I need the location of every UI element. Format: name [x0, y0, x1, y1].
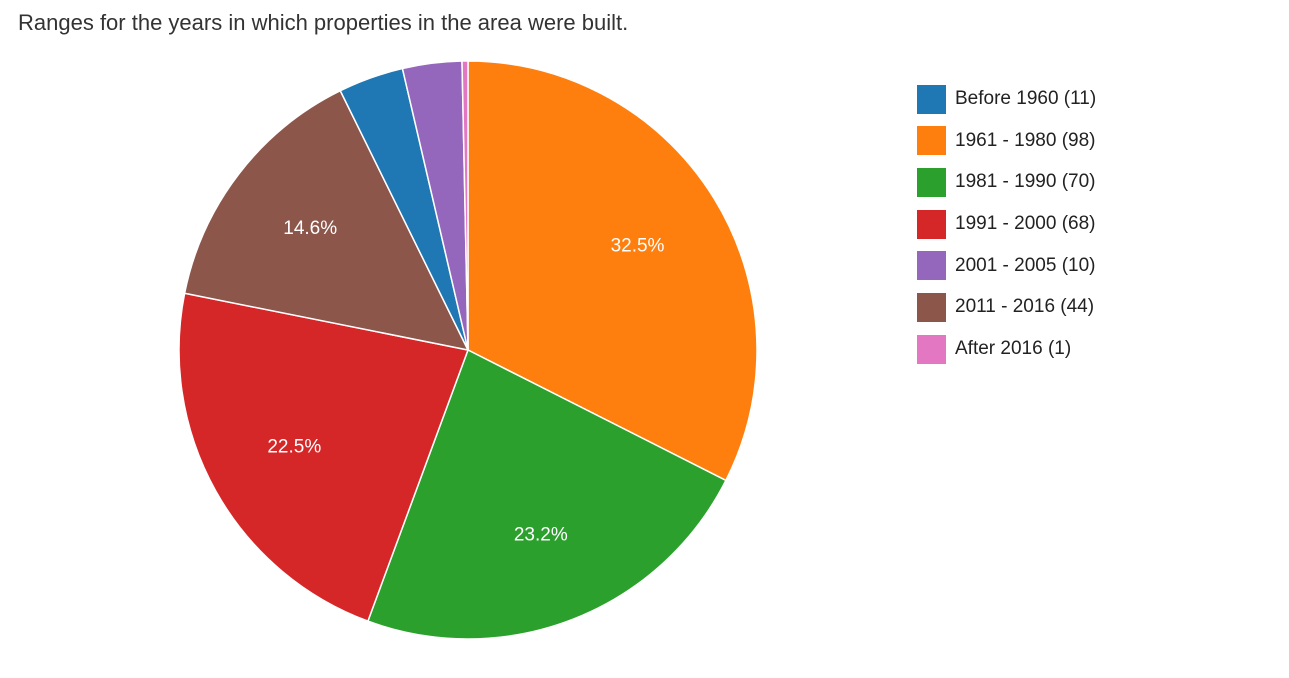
pie-slice-label-1991-2000: 22.5%	[267, 437, 321, 458]
legend-swatch	[917, 209, 946, 239]
legend-item-after-2016: After 2016 (1)	[917, 334, 1096, 364]
pie-slice-labels: 32.5% 23.2% 22.5% 14.6%	[267, 218, 664, 546]
pie-slice-1981-1990	[367, 349, 727, 640]
pie-slice-label-1981-1990: 23.2%	[514, 525, 568, 546]
legend-label: 2011 - 2016 (44)	[955, 296, 1095, 318]
legend-label: After 2016 (1)	[955, 338, 1072, 360]
pie-slice-label-2011-2016: 14.6%	[283, 218, 337, 239]
legend-label: 1991 - 2000 (68)	[955, 213, 1096, 235]
pie-slice-after-2016	[461, 60, 469, 351]
legend-swatch	[917, 251, 946, 281]
legend-swatch	[917, 126, 946, 156]
legend: Before 1960 (11) 1961 - 1980 (98) 1981 - 1…	[917, 84, 1096, 376]
legend-item-2011-2016: 2011 - 2016 (44)	[917, 292, 1096, 322]
pie-slices	[178, 60, 758, 640]
legend-item-1961-1980: 1961 - 1980 (98)	[917, 126, 1096, 156]
pie-slice-2011-2016	[183, 90, 469, 351]
legend-label: Before 1960 (11)	[955, 88, 1097, 109]
legend-label: 1981 - 1990 (70)	[955, 171, 1096, 193]
legend-swatch	[917, 292, 946, 322]
legend-swatch	[917, 167, 946, 197]
legend-label: 1961 - 1980 (98)	[955, 129, 1096, 151]
legend-swatch	[917, 334, 946, 364]
legend-label: 2001 - 2005 (10)	[955, 254, 1096, 276]
pie-slice-label-1961-1980: 32.5%	[611, 235, 665, 256]
legend-item-2001-2005: 2001 - 2005 (10)	[917, 251, 1096, 281]
pie-slice-1961-1980	[467, 60, 758, 482]
legend-item-before-1960: Before 1960 (11)	[917, 84, 1096, 114]
legend-swatch	[917, 84, 946, 114]
chart-title: Ranges for the years in which properties…	[18, 10, 629, 35]
legend-item-1991-2000: 1991 - 2000 (68)	[917, 209, 1096, 239]
legend-item-1981-1990: 1981 - 1990 (70)	[917, 167, 1096, 197]
pie-slice-1991-2000	[178, 292, 469, 622]
